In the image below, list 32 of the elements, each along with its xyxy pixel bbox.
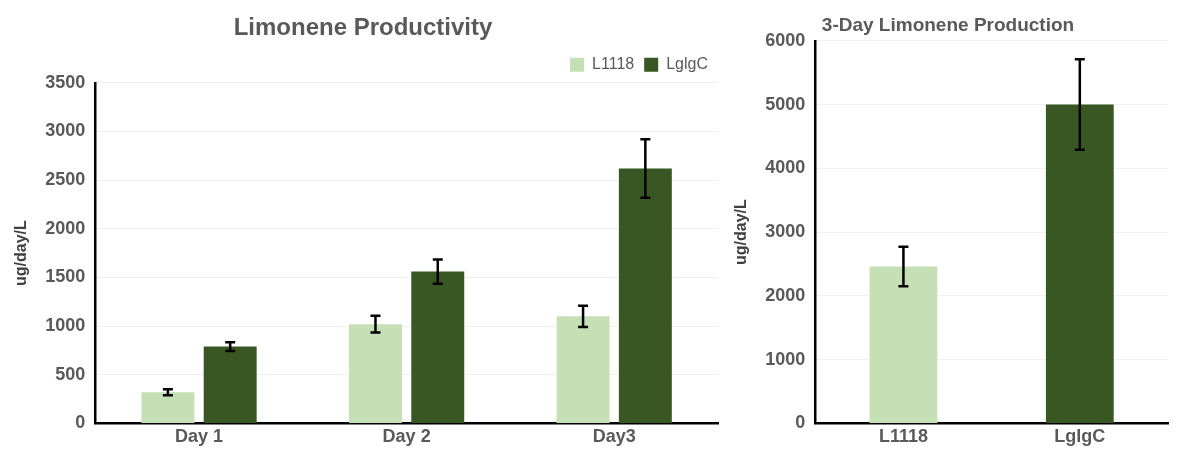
y-tick-label: 1000 [765, 348, 806, 369]
y-axis-title: ug/day/L [732, 198, 750, 265]
bar [618, 168, 672, 423]
legend-label: L1118 [592, 55, 635, 73]
legend-label: LglgC [666, 55, 709, 73]
x-tick-label: L1118 [878, 426, 928, 447]
y-tick-label: 3000 [765, 221, 806, 242]
x-tick-label: Day 1 [175, 426, 224, 447]
y-axis-title: ug/day/L [12, 219, 30, 286]
x-tick-label: LglgC [1054, 426, 1106, 447]
bar [141, 392, 195, 423]
bar [411, 271, 465, 423]
y-tick-label: 0 [75, 412, 86, 433]
y-tick-label: 5000 [765, 93, 806, 114]
bar [203, 346, 257, 423]
y-tick-label: 1500 [45, 266, 86, 287]
y-tick-label: 1000 [45, 315, 86, 336]
y-tick-label: 2500 [45, 169, 86, 190]
y-tick-label: 0 [795, 412, 806, 433]
bar [556, 316, 610, 423]
y-tick-label: 2000 [765, 284, 806, 305]
bar [349, 324, 402, 423]
y-tick-label: 4000 [765, 157, 806, 178]
y-tick-label: 500 [55, 363, 86, 384]
x-tick-label: Day 2 [382, 426, 431, 447]
chart-title: 3-Day Limonene Production [821, 13, 1075, 35]
y-tick-label: 6000 [765, 29, 806, 50]
y-tick-label: 3500 [45, 71, 86, 92]
y-tick-label: 3000 [45, 120, 86, 141]
y-tick-label: 2000 [45, 217, 86, 238]
x-tick-label: Day3 [592, 426, 636, 447]
chart-title: Limonene Productivity [233, 13, 493, 41]
